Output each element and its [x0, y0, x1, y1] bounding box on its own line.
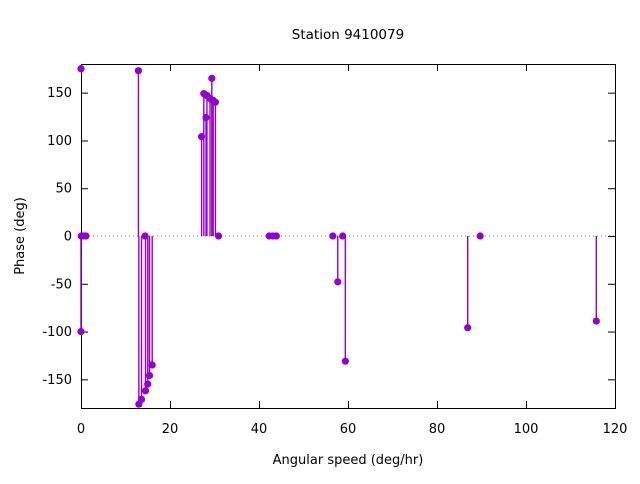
data-point-marker: [197, 133, 206, 141]
data-point-marker: [137, 395, 146, 403]
data-point-marker: [144, 380, 152, 388]
data-point-marker: [145, 371, 154, 380]
data-point-marker: [202, 113, 210, 122]
data-point-marker: [334, 278, 342, 286]
data-point-marker: [208, 74, 216, 82]
chart-title: Station 9410079: [292, 27, 404, 43]
data-point-marker: [77, 327, 85, 336]
data-point-marker: [464, 324, 472, 332]
data-point-marker: [77, 65, 85, 73]
x-tick-label: 80: [429, 422, 446, 437]
y-tick-label: 0: [64, 230, 72, 245]
data-point-marker: [341, 357, 349, 365]
y-axis-label: Phase (deg): [13, 197, 28, 275]
y-tick-label: 100: [47, 134, 72, 149]
data-point-marker: [82, 232, 90, 240]
data-point-marker: [141, 387, 150, 395]
x-tick-label: 120: [603, 422, 628, 437]
data-point-marker: [272, 232, 280, 240]
x-tick-label: 0: [77, 422, 85, 437]
data-point-marker: [141, 232, 149, 240]
data-point-marker: [476, 232, 484, 240]
x-tick-label: 40: [251, 422, 268, 437]
data-point-marker: [592, 317, 600, 325]
data-point-marker: [214, 232, 223, 240]
data-point-marker: [211, 98, 219, 106]
x-tick-label: 60: [340, 422, 357, 437]
x-tick-label: 100: [514, 422, 539, 437]
data-point-marker: [134, 67, 143, 75]
x-tick-label: 20: [162, 422, 179, 437]
y-tick-label: -100: [42, 325, 72, 340]
x-axis-label: Angular speed (deg/hr): [273, 453, 424, 468]
data-point-marker: [329, 232, 337, 240]
y-tick-label: -50: [51, 277, 72, 292]
y-tick-label: -150: [42, 373, 72, 388]
axis-ticks-layer: 0 20 40 60 80 100 120 -150 -100 -50 0 50 100 150: [42, 64, 627, 437]
data-point-marker: [148, 361, 156, 369]
data-point-marker: [339, 232, 347, 240]
impulse-stems-layer: [80, 70, 598, 405]
y-tick-label: 50: [55, 182, 72, 197]
y-tick-label: 150: [47, 86, 72, 101]
data-points-layer: [77, 65, 600, 408]
